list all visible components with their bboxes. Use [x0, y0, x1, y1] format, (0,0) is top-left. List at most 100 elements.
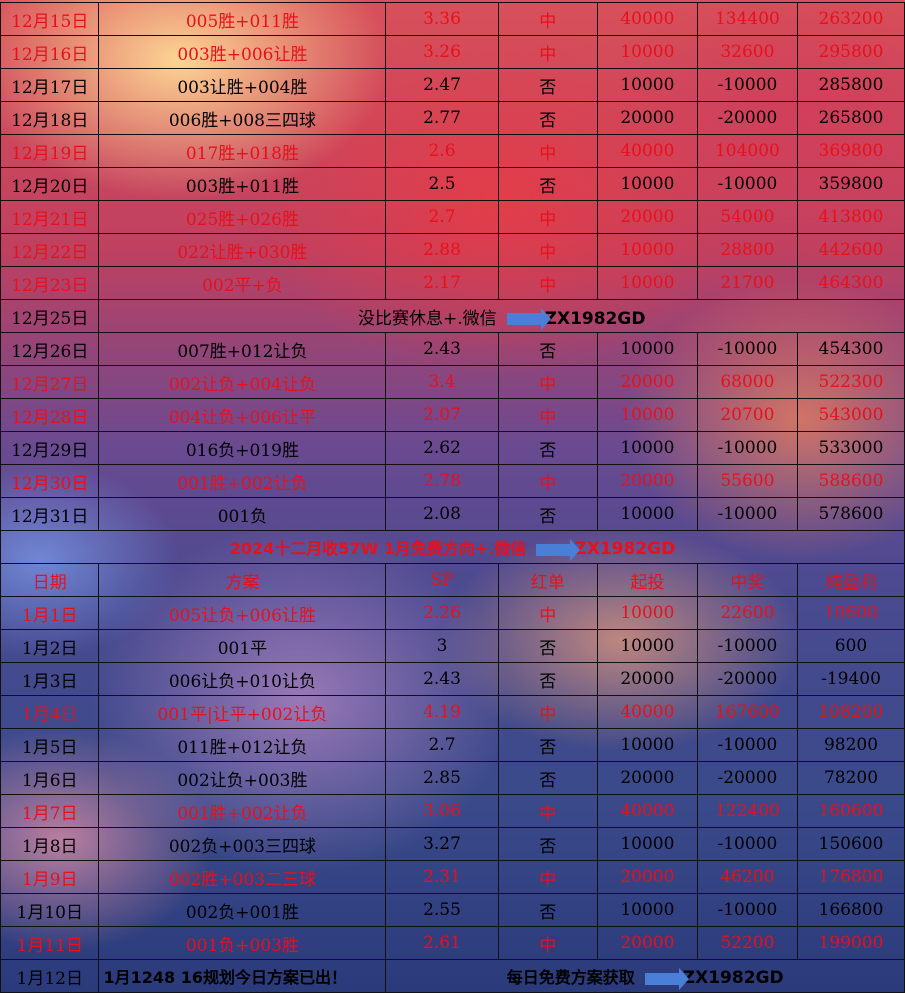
cell-sp: 3	[385, 629, 499, 663]
cell-payout: 167600	[696, 695, 798, 729]
cell-plan: 001负+003胜	[98, 926, 387, 960]
cell-payout: 122400	[696, 794, 798, 828]
table-row: 12月21日 025胜+026胜 2.7 中 20000 54000 413800	[0, 200, 905, 234]
cell-stake: 40000	[596, 695, 698, 729]
cell-date: 12月31日	[0, 497, 100, 531]
cell-payout: -10000	[696, 728, 798, 762]
cell-date: 12月23日	[0, 266, 100, 300]
cell-stake: 40000	[596, 2, 698, 36]
cell-date: 1月8日	[0, 827, 100, 861]
cell-stake: 40000	[596, 134, 698, 168]
cell-stake: 10000	[596, 68, 698, 102]
cell-date: 12月19日	[0, 134, 100, 168]
cell-hit: 否	[497, 497, 598, 531]
cell-plan: 001胜+002让负	[98, 464, 387, 498]
cell-hit: 否	[497, 68, 598, 102]
final-row: 1月12日 1月1248 16规划今日方案已出！ 每日免费方案获取 ZX1982GD	[0, 959, 905, 993]
summary-banner: 2024十二月收57W 1月免费方向+.微信 ZX1982GD	[0, 530, 905, 564]
header-hit: 红单	[497, 563, 598, 597]
cell-plan: 002平+负	[98, 266, 387, 300]
cell-stake: 20000	[596, 101, 698, 135]
cell-date: 1月1日	[0, 596, 100, 630]
cell-plan: 001平	[98, 629, 387, 663]
cell-hit: 中	[497, 365, 598, 399]
plan-notice: 1月1248 16规划今日方案已出！	[103, 968, 347, 987]
cell-stake: 20000	[596, 200, 698, 234]
cell-hit: 中	[497, 398, 598, 432]
cell-profit: 295800	[796, 35, 905, 69]
cell-payout: 22600	[696, 596, 798, 630]
cell-payout: -10000	[696, 827, 798, 861]
table-row: 1月2日 001平 3 否 10000 -10000 600	[0, 629, 905, 663]
cell-payout: -10000	[696, 332, 798, 366]
cell-payout: -20000	[696, 761, 798, 795]
banner-text: 2024十二月收57W 1月免费方向+.微信	[229, 539, 527, 558]
table-row: 12月20日 003胜+011胜 2.5 否 10000 -10000 359800	[0, 167, 905, 201]
cell-hit: 中	[497, 134, 598, 168]
cell-stake: 10000	[596, 233, 698, 267]
cell-stake: 20000	[596, 365, 698, 399]
rest-text: 没比赛休息+.微信	[357, 308, 497, 329]
cell-hit: 中	[497, 266, 598, 300]
cell-plan: 005胜+011胜	[98, 2, 387, 36]
cell-payout: -10000	[696, 893, 798, 927]
table-row: 1月3日 006让负+010让负 2.43 否 20000 -20000 -19400	[0, 662, 905, 696]
arrow-right-icon	[536, 538, 581, 561]
cell-date: 12月20日	[0, 167, 100, 201]
cell-date: 1月11日	[0, 926, 100, 960]
cell-profit: 263200	[796, 2, 905, 36]
header-payout: 中奖	[696, 563, 798, 597]
cell-date: 12月26日	[0, 332, 100, 366]
cell-sp: 2.43	[385, 662, 499, 696]
arrow-right-icon	[644, 967, 689, 990]
cell-sp: 2.7	[385, 200, 499, 234]
contact-code: ZX1982GD	[574, 539, 676, 559]
header-sp: SP	[385, 563, 499, 597]
table-row: 12月19日 017胜+018胜 2.6 中 40000 104000 369800	[0, 134, 905, 168]
cell-stake: 40000	[596, 794, 698, 828]
cell-sp: 2.26	[385, 596, 499, 630]
table-row: 12月31日 001负 2.08 否 10000 -10000 578600	[0, 497, 905, 531]
cell-sp: 2.7	[385, 728, 499, 762]
cell-payout: 134400	[696, 2, 798, 36]
cell-profit: 150600	[796, 827, 905, 861]
header-plan: 方案	[98, 563, 387, 597]
cell-sp: 2.17	[385, 266, 499, 300]
table-row: 12月16日 003胜+006让胜 3.26 中 10000 32600 295800	[0, 35, 905, 69]
cell-stake: 10000	[596, 167, 698, 201]
cell-plan: 003胜+011胜	[98, 167, 387, 201]
table-row: 1月7日 001胜+002让负 3.06 中 40000 122400 160600	[0, 794, 905, 828]
cell-plan: 006胜+008三四球	[98, 101, 387, 135]
cell-plan: 001平|让平+002让负	[98, 695, 387, 729]
cell-sp: 3.27	[385, 827, 499, 861]
cell-plan: 004让负+006让平	[98, 398, 387, 432]
cell-plan: 003胜+006让胜	[98, 35, 387, 69]
cell-plan: 001胜+002让负	[98, 794, 387, 828]
cell-stake: 10000	[596, 629, 698, 663]
cell-payout: 104000	[696, 134, 798, 168]
cell-sp: 2.08	[385, 497, 499, 531]
cell-payout: 68000	[696, 365, 798, 399]
cell-date: 1月10日	[0, 893, 100, 927]
cell-date: 12月18日	[0, 101, 100, 135]
cell-date: 1月5日	[0, 728, 100, 762]
cell-stake: 10000	[596, 431, 698, 465]
table-row: 12月23日 002平+负 2.17 中 10000 21700 464300	[0, 266, 905, 300]
final-left: 1月1248 16规划今日方案已出！	[98, 959, 387, 993]
cell-stake: 10000	[596, 596, 698, 630]
cell-sp: 3.36	[385, 2, 499, 36]
cell-stake: 10000	[596, 332, 698, 366]
cell-payout: -20000	[696, 101, 798, 135]
cell-plan: 022让胜+030胜	[98, 233, 387, 267]
cell-profit: 442600	[796, 233, 905, 267]
cell-hit: 否	[497, 893, 598, 927]
cell-hit: 否	[497, 662, 598, 696]
cell-sp: 3.06	[385, 794, 499, 828]
cell-plan: 002负+001胜	[98, 893, 387, 927]
rest-row: 12月25日 没比赛休息+.微信 ZX1982GD	[0, 299, 905, 333]
cell-stake: 20000	[596, 662, 698, 696]
cell-sp: 4.19	[385, 695, 499, 729]
cell-stake: 10000	[596, 827, 698, 861]
cell-date: 12月17日	[0, 68, 100, 102]
cell-profit: 533000	[796, 431, 905, 465]
